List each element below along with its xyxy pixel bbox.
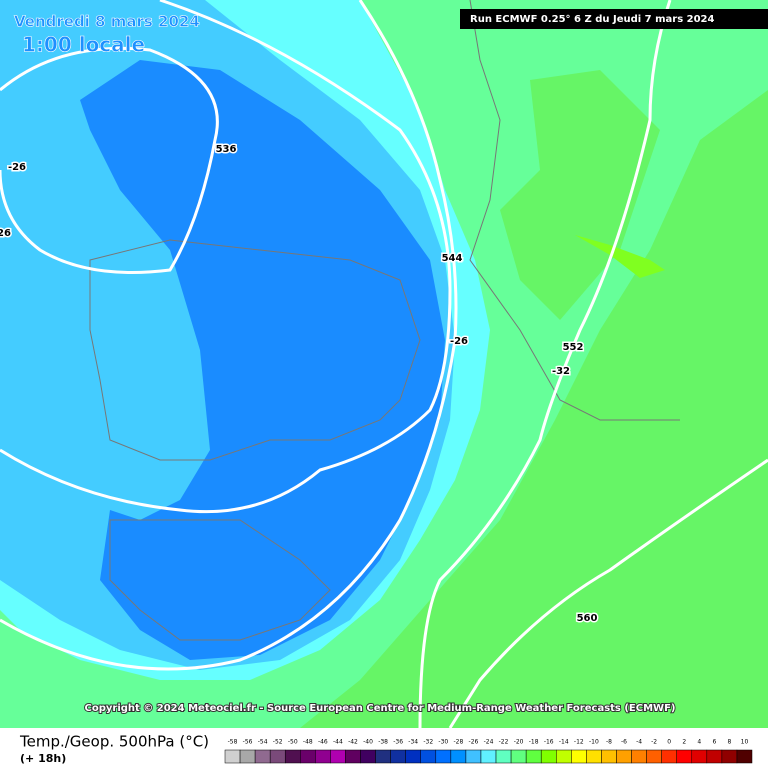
contour-label: 552 bbox=[563, 342, 584, 353]
time: 1:00 locale bbox=[22, 33, 145, 57]
color-swatch bbox=[345, 749, 361, 764]
contour-label: -26 bbox=[8, 162, 26, 173]
border bbox=[469, 0, 680, 421]
color-label: 8 bbox=[728, 739, 732, 746]
date: Vendredi 8 mars 2024 bbox=[14, 13, 200, 31]
color-label: 10 bbox=[741, 739, 749, 746]
color-swatch bbox=[646, 749, 662, 764]
color-label: -20 bbox=[514, 739, 524, 746]
contour-560 bbox=[448, 458, 768, 729]
contour-544 bbox=[0, 0, 452, 514]
color-label: -50 bbox=[288, 739, 298, 746]
color-swatch bbox=[239, 749, 256, 764]
contour-552 bbox=[418, 0, 672, 729]
color-swatch bbox=[375, 749, 391, 764]
color-label: 2 bbox=[682, 739, 686, 746]
color-swatch bbox=[420, 749, 437, 764]
color-swatch bbox=[571, 749, 587, 764]
color-swatch bbox=[540, 749, 557, 764]
color-swatch bbox=[390, 749, 406, 764]
copyright: Copyright © 2024 Meteociel.fr - Source E… bbox=[85, 703, 676, 714]
color-label: 0 bbox=[667, 739, 671, 746]
color-label: -40 bbox=[363, 739, 373, 746]
color-swatch bbox=[360, 749, 376, 764]
color-swatch bbox=[330, 749, 346, 764]
color-swatch bbox=[736, 749, 753, 764]
zone-green-inset bbox=[500, 70, 660, 320]
color-label: -22 bbox=[499, 739, 509, 746]
color-label: -42 bbox=[348, 739, 358, 746]
color-swatch bbox=[254, 749, 271, 764]
color-swatch bbox=[721, 749, 738, 764]
color-label: -4 bbox=[636, 739, 642, 746]
color-label: -32 bbox=[423, 739, 433, 746]
color-swatch bbox=[601, 749, 617, 764]
color-label: -46 bbox=[318, 739, 328, 746]
color-label: -24 bbox=[484, 739, 494, 746]
contour-label: -32 bbox=[552, 366, 570, 377]
color-swatch bbox=[450, 749, 467, 764]
color-label: -56 bbox=[243, 739, 253, 746]
legend-title: Temp./Geop. 500hPa (°C) bbox=[19, 733, 209, 751]
color-label: -2 bbox=[651, 739, 657, 746]
color-swatch bbox=[616, 749, 632, 764]
contour-544b bbox=[0, 0, 458, 671]
color-label: -34 bbox=[408, 739, 418, 746]
color-swatch bbox=[525, 749, 542, 764]
color-label: -14 bbox=[559, 739, 569, 746]
color-swatch bbox=[495, 749, 512, 764]
contour-label: -26 bbox=[450, 336, 468, 347]
color-swatch bbox=[706, 749, 723, 764]
color-label: -52 bbox=[273, 739, 283, 746]
color-swatch bbox=[269, 749, 286, 764]
color-label: -16 bbox=[544, 739, 554, 746]
color-label: -18 bbox=[529, 739, 539, 746]
color-swatch bbox=[691, 749, 708, 764]
color-swatch bbox=[405, 749, 421, 764]
color-label: 6 bbox=[712, 739, 716, 746]
color-label: -44 bbox=[333, 739, 343, 746]
color-label: 4 bbox=[697, 739, 701, 746]
color-label: -58 bbox=[228, 739, 238, 746]
contour-label: 544 bbox=[442, 253, 463, 264]
color-swatch bbox=[435, 749, 452, 764]
color-label: -38 bbox=[378, 739, 388, 746]
color-label: -36 bbox=[393, 739, 403, 746]
run-box bbox=[460, 9, 768, 29]
color-swatch bbox=[480, 749, 497, 764]
color-label: -28 bbox=[453, 739, 463, 746]
contour-536 bbox=[0, 46, 219, 274]
legend-lead: (+ 18h) bbox=[20, 752, 66, 765]
color-label: -6 bbox=[621, 739, 627, 746]
color-swatch bbox=[315, 749, 331, 764]
color-swatch bbox=[661, 749, 677, 764]
color-swatch bbox=[676, 749, 693, 764]
contour-label: 26 bbox=[0, 228, 11, 239]
color-label: -26 bbox=[469, 739, 479, 746]
colorbar: -58 -56 -54 -52 -50 -48 -46 -44 -42 -40 -38 -36 -34-… bbox=[224, 739, 753, 764]
contour-label: 536 bbox=[216, 144, 237, 155]
color-label: -48 bbox=[303, 739, 313, 746]
color-label: -54 bbox=[258, 739, 268, 746]
color-swatch bbox=[586, 749, 602, 764]
zone-lime bbox=[575, 235, 665, 278]
run: Run ECMWF 0.25° 6 Z du Jeudi 7 mars 2024 bbox=[470, 14, 715, 25]
color-swatch bbox=[465, 749, 482, 764]
color-swatch bbox=[284, 749, 301, 764]
color-label: -30 bbox=[438, 739, 448, 746]
color-label: -12 bbox=[574, 739, 584, 746]
color-swatch bbox=[556, 749, 572, 764]
coastline bbox=[89, 239, 421, 641]
color-swatch bbox=[300, 749, 316, 764]
color-label: -10 bbox=[589, 739, 599, 746]
map: 536 544 552 560 -26 26 -26 -32 bbox=[0, 0, 768, 729]
contour-label: 560 bbox=[577, 613, 598, 624]
color-label: -8 bbox=[606, 739, 612, 746]
color-swatch bbox=[224, 749, 241, 764]
color-swatch bbox=[510, 749, 527, 764]
color-swatch bbox=[631, 749, 647, 764]
